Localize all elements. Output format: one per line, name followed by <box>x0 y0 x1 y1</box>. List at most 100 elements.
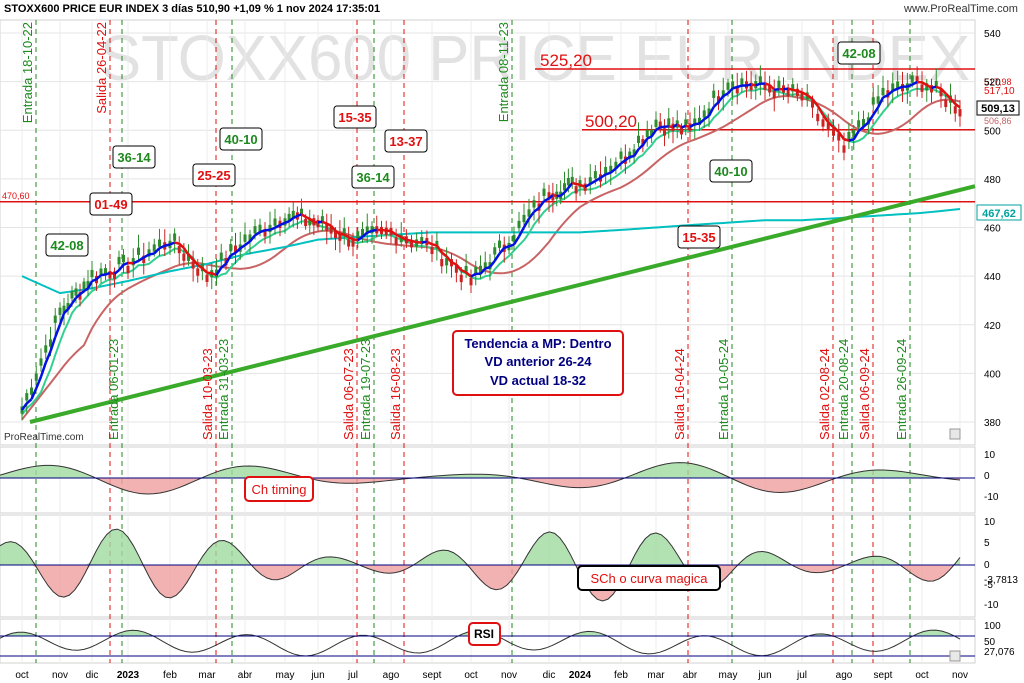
trend-seg-174 <box>827 121 835 129</box>
trend-seg-72 <box>348 236 354 241</box>
candle-body-6 <box>49 339 52 347</box>
candle-body-48 <box>243 234 247 242</box>
trend-seg-127 <box>609 167 617 174</box>
trend-seg-97 <box>470 272 477 278</box>
trend-seg-55 <box>274 223 281 229</box>
signal-label-8: Entrada 08-11-23 <box>496 22 511 122</box>
trend-seg-170 <box>806 94 814 100</box>
trend-seg-11 <box>66 302 74 310</box>
trend-seg-155 <box>736 84 743 89</box>
candle-body-53 <box>268 224 272 233</box>
badge-box-0 <box>45 233 89 257</box>
ch-timing-label-box <box>244 476 314 502</box>
upper-label-3: 506,86 <box>984 116 1012 126</box>
trend-seg-3 <box>30 387 38 400</box>
trend-seg-42 <box>211 272 217 277</box>
trend-seg-77 <box>371 228 377 233</box>
trend-seg-200 <box>954 103 961 109</box>
badge-box-8 <box>677 225 721 249</box>
candle-body-37 <box>191 261 195 269</box>
candle-body-176 <box>842 145 846 153</box>
trend-seg-134 <box>641 137 649 146</box>
trend-seg-61 <box>300 213 307 218</box>
time-label-8: jun <box>310 670 324 681</box>
candle-body-194 <box>930 85 933 93</box>
candle-body-199 <box>953 106 957 114</box>
trend-seg-4 <box>35 376 43 389</box>
trend-seg-161 <box>764 82 770 87</box>
trend-seg-197 <box>940 87 947 95</box>
candle-body-81 <box>394 237 398 245</box>
brand-url[interactable]: www.ProRealTime.com <box>903 3 1018 15</box>
candle-body-154 <box>735 86 739 94</box>
candle-body-162 <box>772 90 776 99</box>
overlay-lines <box>20 80 976 424</box>
sch-label-box <box>577 565 721 591</box>
trend-seg-194 <box>926 83 933 90</box>
candle-body-160 <box>763 82 767 90</box>
candle-body-172 <box>821 119 825 127</box>
trend-seg-188 <box>897 85 903 90</box>
ma-teal-line <box>21 208 961 295</box>
trend-seg-51 <box>254 231 261 237</box>
candle-body-50 <box>253 226 257 234</box>
trend-seg-168 <box>797 89 803 94</box>
candle-body-74 <box>361 228 364 237</box>
rsi-label-box <box>468 622 501 646</box>
time-label-11: sept <box>423 670 442 681</box>
trend-seg-9 <box>58 312 66 325</box>
trend-seg-171 <box>811 98 819 107</box>
trend-seg-60 <box>296 213 302 218</box>
trend-seg-132 <box>633 148 640 157</box>
candle-body-195 <box>934 80 938 89</box>
candle-body-25 <box>131 258 135 266</box>
support-trendline <box>29 184 976 424</box>
candle-body-86 <box>420 236 424 245</box>
upper-label-2: 517,10 <box>984 86 1015 97</box>
signal-label-0: Entrada 18-10-22 <box>20 22 35 123</box>
candle-body-20 <box>108 271 112 279</box>
candle-body-112 <box>547 192 551 200</box>
candle-body-131 <box>632 149 636 157</box>
candle-body-126 <box>609 165 613 174</box>
trend-seg-32 <box>164 243 171 247</box>
candle-body-93 <box>454 265 458 273</box>
rsi-tick-0: 100 <box>984 621 1001 632</box>
trend-seg-46 <box>230 251 237 257</box>
candle-body-84 <box>410 240 413 248</box>
candle-body-3 <box>34 373 38 381</box>
trend-seg-108 <box>522 218 531 228</box>
trend-seg-20 <box>105 271 111 276</box>
candle-body-187 <box>896 81 900 89</box>
trend-seg-143 <box>681 124 687 129</box>
candle-body-173 <box>826 123 830 131</box>
candle-body-116 <box>563 183 566 191</box>
trend-seg-102 <box>493 252 501 262</box>
trend-seg-128 <box>614 162 622 170</box>
candle-body-72 <box>351 239 355 247</box>
trend-seg-196 <box>935 85 942 90</box>
candle-body-2 <box>30 387 33 395</box>
trend-seg-38 <box>192 258 199 266</box>
signal-label-11: Salida 02-08-24 <box>817 348 832 440</box>
trend-seg-175 <box>832 126 840 133</box>
candle-body-8 <box>58 307 62 315</box>
signal-label-5: Salida 06-07-23 <box>341 348 356 440</box>
time-label-24: oct <box>915 670 929 681</box>
candle-body-4 <box>39 358 43 366</box>
badge-box-10 <box>837 41 881 65</box>
trend-seg-26 <box>132 259 140 265</box>
trend-seg-10 <box>63 308 69 315</box>
candle-body-82 <box>399 234 403 243</box>
candle-body-180 <box>862 118 865 127</box>
ch-timing-label: Ch timing <box>252 482 307 497</box>
trend-seg-125 <box>599 173 607 179</box>
trend-seg-58 <box>288 217 295 223</box>
trend-seg-104 <box>503 245 510 249</box>
panel-toggle-icon[interactable] <box>949 428 961 440</box>
rsi-toggle-icon[interactable] <box>949 650 961 662</box>
trend-seg-179 <box>852 130 860 141</box>
candle-body-171 <box>816 113 820 122</box>
trend-seg-88 <box>426 240 433 246</box>
